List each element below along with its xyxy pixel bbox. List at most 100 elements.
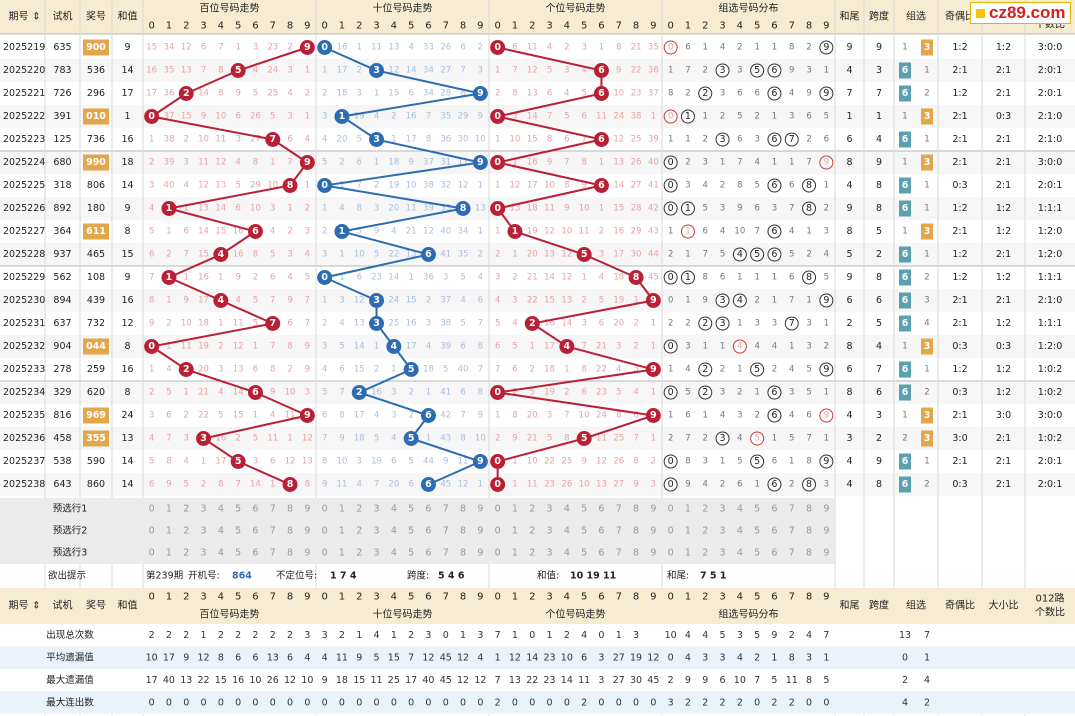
units-miss-value: 42 [648,204,659,214]
sum-cell: 9 [124,42,130,53]
tens-ball-label: 5 [408,364,415,375]
hundreds-ball [299,408,315,423]
group-hit-label: 7 [789,318,795,329]
group6-cell: 6 [902,295,909,306]
stats-value: 0 [270,697,276,708]
group-miss-value: 3 [720,204,725,214]
group-hit-label: 8 [806,180,812,191]
hundreds-ball-label: 0 [148,111,155,122]
hundreds-miss-value: 9 [184,296,189,306]
units-miss-value: 14 [527,112,538,122]
road-cell: 1:0:2 [1038,364,1063,375]
units-miss-value: 1 [512,457,517,467]
hundreds-miss-value: 1 [287,434,292,444]
tens-miss-value: 1 [339,250,344,260]
bottom-header-units-digit: 7 [616,592,622,603]
group6-cell: 2 [902,434,907,444]
stats-value: 2 [737,697,743,708]
span-cell: 8 [876,203,882,214]
header-period: 期号 [9,11,29,23]
stats-value: 2 [270,630,276,641]
preselect-digit: 2 [702,548,708,559]
stats-value: 2 [252,630,258,641]
units-miss-value: 45 [648,273,659,283]
units-miss-value: 5 [616,388,621,398]
stats-value: 2 [771,697,777,708]
stats-value: 2 [720,697,726,708]
group6-badge [899,292,911,309]
group-hit-circle [698,385,713,400]
prize-cell: 259 [87,364,105,375]
preselect-digit: 0 [149,548,155,559]
site-logo[interactable]: cz89.com [970,2,1071,24]
stats-value: 40 [422,675,434,686]
stats-value: 7 [823,630,829,641]
big-small-cell: 0:3 [996,111,1011,122]
group6-cell: 6 [902,272,909,283]
hundreds-miss-value: 10 [198,135,209,145]
header-sum: 和值 [118,10,138,23]
units-trend-line [495,46,656,485]
units-miss-value: 1 [495,66,500,76]
bottom-header-hundreds-digit: 6 [252,592,258,603]
tens-ball-label: 0 [321,42,328,53]
preselect-digit: 1 [512,504,518,515]
hundreds-miss-value: 12 [302,434,313,444]
bottom-header-tens-digit: 3 [373,592,379,603]
hundreds-ball-label: 2 [183,364,190,375]
units-miss-value: 24 [613,112,624,122]
trial-cell: 643 [53,479,71,490]
tens-miss-value: 10 [475,135,486,145]
units-miss-value: 13 [510,204,521,214]
group-hit-label: 8 [806,203,812,214]
group-miss-value: 2 [737,43,742,53]
header-units-digit: 1 [512,21,518,32]
stats-value: 5 [720,630,726,641]
sum-tail-cell: 6 [846,134,852,145]
group6-cell: 6 [902,387,909,398]
group-miss-value: 2 [754,411,759,421]
sum-cell: 16 [121,295,133,306]
tens-miss-value: 3 [322,342,327,352]
group-miss-value: 9 [737,204,742,214]
units-miss-value: 10 [527,457,538,467]
tens-ball [334,109,350,124]
stats-value: 0 [322,697,328,708]
units-miss-value: 2 [599,227,604,237]
tens-miss-value: 22 [388,250,399,260]
hundreds-miss-value: 5 [253,296,258,306]
tens-miss-value: 20 [388,480,399,490]
tens-miss-value: 17 [406,135,417,145]
units-ball-label: 0 [494,387,501,398]
hundreds-miss-value: 1 [166,227,171,237]
group-miss-value: 4 [789,89,794,99]
group-hit-label: 6 [771,479,777,490]
odd-even-cell: 2:1 [952,111,967,122]
preselect-digit: 7 [443,548,449,559]
header-group-dist: 组选号码分布 [719,2,779,15]
stats-value: 30 [630,675,642,686]
tens-miss-value: 4 [478,273,483,283]
units-miss-value: 1 [599,158,604,168]
tens-miss-value: 3 [391,411,396,421]
group6-cell: 1 [902,227,907,237]
hundreds-miss-value: 2 [218,342,223,352]
hundreds-miss-value: 6 [287,319,292,329]
group6-cell: 1 [902,43,907,53]
hundreds-ball [282,477,298,492]
tens-ball [403,431,419,446]
units-miss-value: 7 [547,112,552,122]
stats-value: 0 [823,697,829,708]
tens-miss-value: 5 [408,457,413,467]
stats-value: 2 [581,697,587,708]
hundreds-miss-value: 22 [198,411,209,421]
stats-value: 6 [235,652,241,663]
group-hit-circle [680,270,695,285]
group-miss-value: 9 [685,480,690,490]
stats-value: 0 [598,697,604,708]
stats-value: 0 [650,697,656,708]
prize-cell: 355 [86,433,106,444]
tens-miss-value: 12 [423,227,434,237]
hundreds-miss-value: 37 [164,112,175,122]
preselect-digit: 3 [374,548,380,559]
